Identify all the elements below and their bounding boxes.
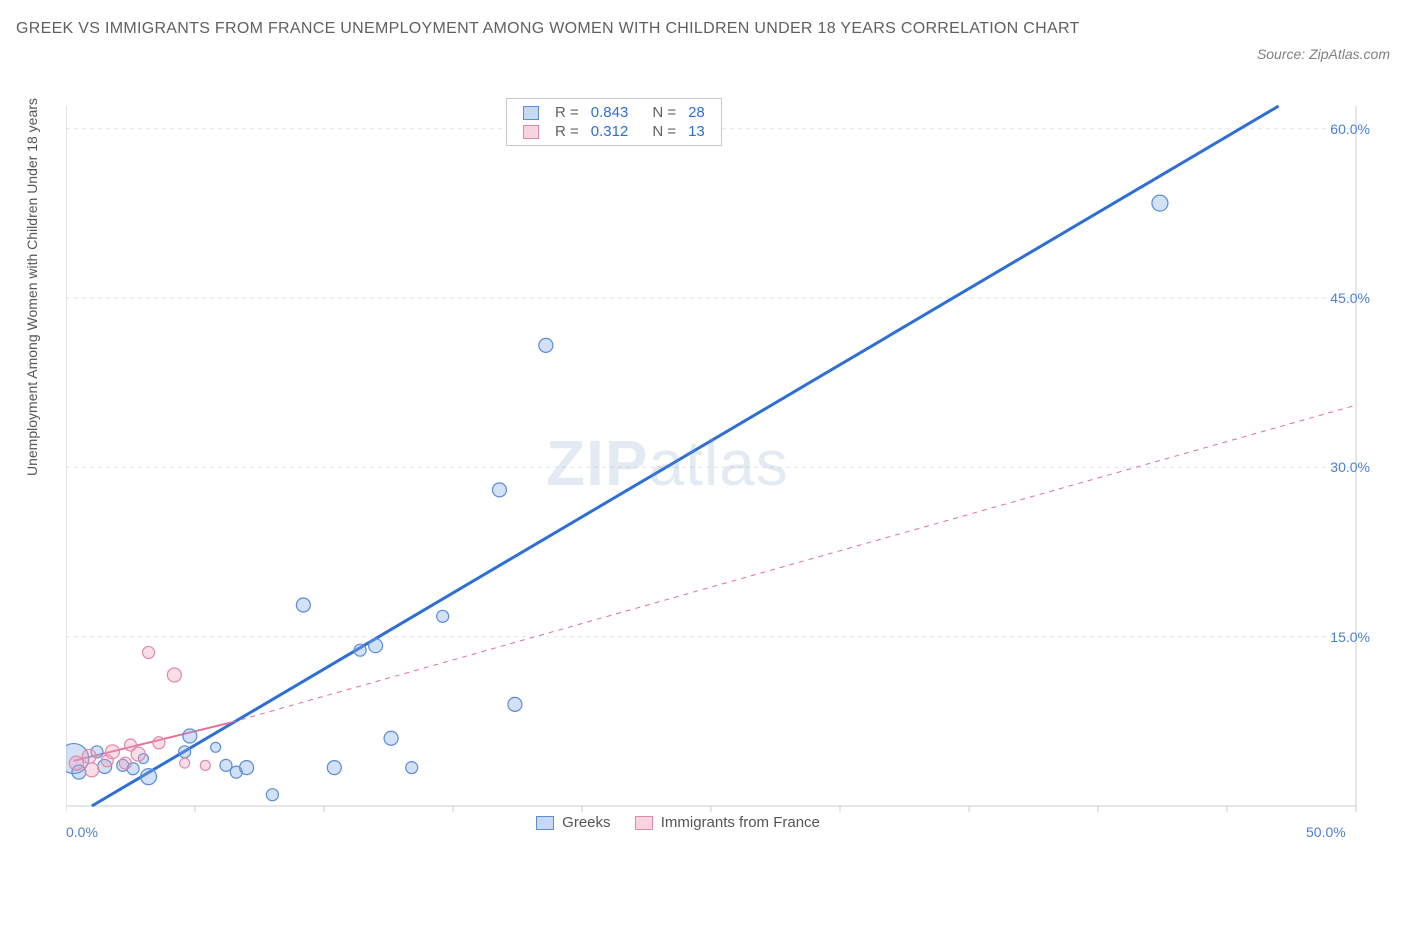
stats-box: R =0.843 N =28 R =0.312 N =13 <box>506 98 722 146</box>
stats-n-label: N = <box>646 122 682 141</box>
scatter-plot-svg <box>66 96 1370 856</box>
y-axis-label: Unemployment Among Women with Children U… <box>24 98 40 476</box>
chart-title: GREEK VS IMMIGRANTS FROM FRANCE UNEMPLOY… <box>16 16 1080 42</box>
stats-r-value: 0.843 <box>585 103 635 122</box>
stats-r-label: R = <box>549 103 585 122</box>
stats-r-label: R = <box>549 122 585 141</box>
stats-r-value: 0.312 <box>585 122 635 141</box>
legend-label: Immigrants from France <box>661 814 820 831</box>
stats-n-label: N = <box>646 103 682 122</box>
stats-swatch <box>523 106 539 120</box>
source-label: Source: ZipAtlas.com <box>1257 46 1390 62</box>
legend-swatch <box>635 816 653 830</box>
legend: Greeks Immigrants from France <box>536 814 820 831</box>
y-tick-label: 15.0% <box>1330 629 1370 645</box>
legend-label: Greeks <box>562 814 610 831</box>
x-tick-label: 0.0% <box>66 824 98 840</box>
legend-item: Immigrants from France <box>635 814 820 831</box>
legend-item: Greeks <box>536 814 611 831</box>
y-tick-label: 45.0% <box>1330 290 1370 306</box>
plot-area: ZIPatlas R =0.843N =28R =0.312N =13 Gree… <box>66 96 1370 836</box>
stats-swatch <box>523 125 539 139</box>
chart-container: GREEK VS IMMIGRANTS FROM FRANCE UNEMPLOY… <box>16 16 1390 914</box>
legend-swatch <box>536 816 554 830</box>
y-tick-label: 30.0% <box>1330 459 1370 475</box>
stats-n-value: 28 <box>682 103 711 122</box>
stats-n-value: 13 <box>682 122 711 141</box>
y-tick-label: 60.0% <box>1330 121 1370 137</box>
x-tick-label: 50.0% <box>1306 824 1346 840</box>
